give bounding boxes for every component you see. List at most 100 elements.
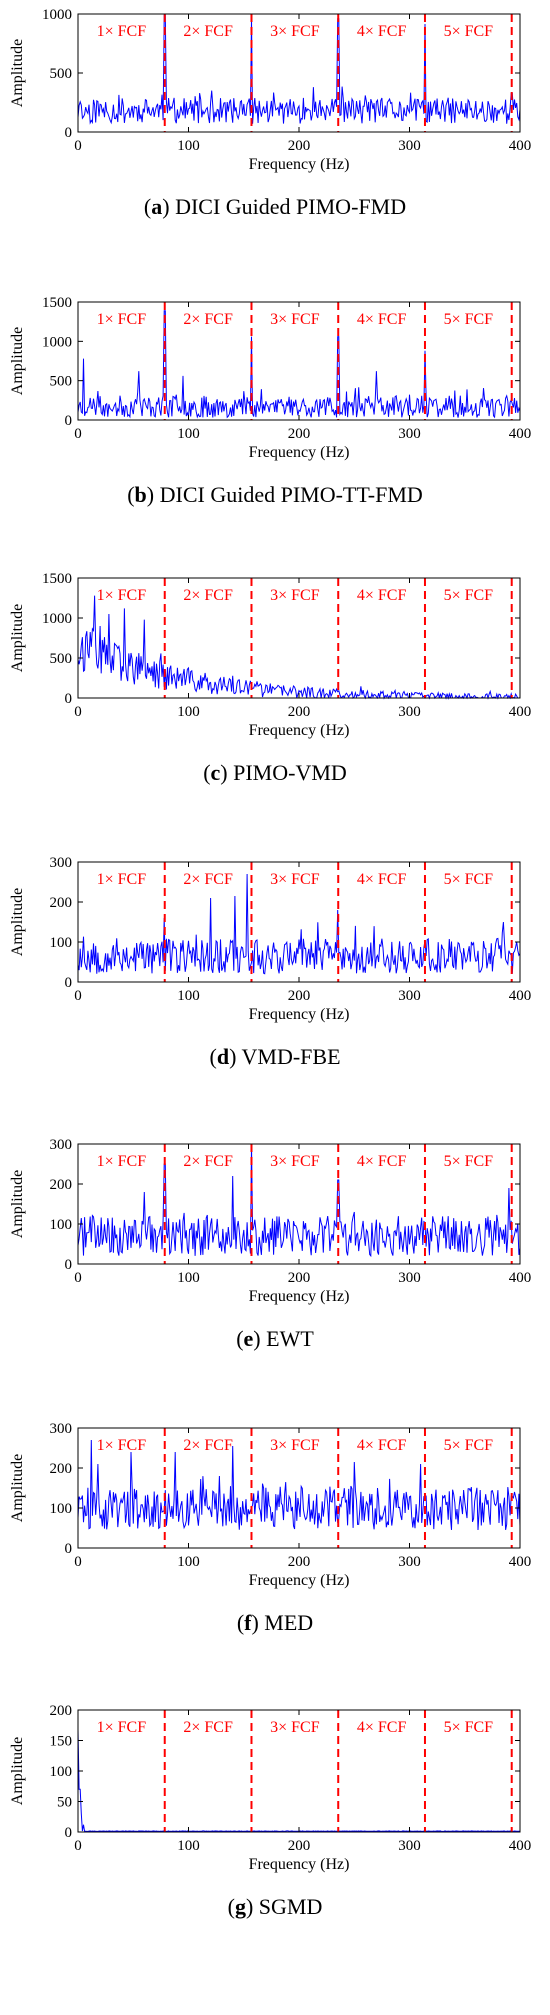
panel-e: 1× FCF 2× FCF 3× FCF 4× FCF 5× FCF 0 100 200 300…: [9, 1137, 531, 1351]
y-tick-label: 300: [50, 1421, 73, 1437]
panel-caption: (g) SGMD: [228, 1894, 323, 1919]
x-tick-label: 200: [288, 1838, 311, 1854]
caption-paren-open: (: [203, 760, 210, 785]
x-tick-label: 100: [177, 138, 200, 154]
x-tick-label: 100: [177, 988, 200, 1004]
caption-paren-close: ): [246, 1894, 259, 1919]
caption-title: VMD-FBE: [242, 1044, 341, 1069]
x-tick-label: 300: [398, 1270, 421, 1286]
caption-paren-close: ): [251, 1610, 264, 1635]
x-axis-label: Frequency (Hz): [249, 156, 350, 173]
caption-title: DICI Guided PIMO-TT-FMD: [160, 482, 423, 507]
x-tick-label: 300: [398, 704, 421, 720]
y-tick-label: 300: [50, 1137, 73, 1153]
caption-paren-close: ): [229, 1044, 241, 1069]
y-tick-label: 500: [50, 651, 73, 667]
harmonic-label-5: 5× FCF: [444, 1719, 494, 1736]
y-tick-label: 1000: [42, 611, 72, 627]
y-tick-label: 1500: [42, 295, 72, 311]
harmonic-label-3: 3× FCF: [270, 1719, 320, 1736]
y-tick-label: 0: [65, 691, 73, 707]
harmonic-label-5: 5× FCF: [444, 1153, 494, 1170]
y-tick-label: 100: [50, 1217, 73, 1233]
y-axis-label: Amplitude: [9, 1737, 26, 1805]
y-tick-label: 200: [50, 895, 73, 911]
x-tick-label: 200: [288, 988, 311, 1004]
x-tick-label: 200: [288, 1270, 311, 1286]
y-tick-label: 200: [50, 1461, 73, 1477]
caption-letter: d: [217, 1044, 229, 1069]
harmonic-label-3: 3× FCF: [270, 871, 320, 888]
x-tick-label: 400: [509, 138, 532, 154]
caption-paren-open: (: [144, 194, 151, 219]
x-tick-label: 100: [177, 704, 200, 720]
harmonic-label-1: 1× FCF: [97, 1153, 147, 1170]
y-axis-label: Amplitude: [9, 1170, 26, 1238]
x-tick-label: 300: [398, 426, 421, 442]
x-tick-label: 400: [509, 426, 532, 442]
x-tick-label: 100: [177, 426, 200, 442]
x-tick-label: 200: [288, 1554, 311, 1570]
x-tick-label: 300: [398, 988, 421, 1004]
panel-caption: (a) DICI Guided PIMO-FMD: [144, 194, 406, 219]
x-tick-label: 0: [74, 704, 82, 720]
harmonic-label-4: 4× FCF: [357, 1153, 407, 1170]
panel-d: 1× FCF 2× FCF 3× FCF 4× FCF 5× FCF 0 100 200 300…: [9, 855, 531, 1069]
y-tick-label: 100: [50, 1764, 73, 1780]
y-axis-label: Amplitude: [9, 39, 26, 107]
x-tick-label: 200: [288, 138, 311, 154]
spectrum-line-b: [77, 310, 521, 419]
spectrum-line-e: [77, 1143, 521, 1258]
x-tick-label: 400: [509, 704, 532, 720]
caption-letter: a: [151, 194, 162, 219]
caption-letter: b: [135, 482, 147, 507]
harmonic-label-2: 2× FCF: [183, 311, 233, 328]
harmonic-label-4: 4× FCF: [357, 311, 407, 328]
y-tick-label: 1500: [42, 571, 72, 587]
harmonic-label-4: 4× FCF: [357, 23, 407, 40]
x-tick-label: 100: [177, 1838, 200, 1854]
harmonic-label-4: 4× FCF: [357, 587, 407, 604]
harmonic-label-1: 1× FCF: [97, 871, 147, 888]
harmonic-label-3: 3× FCF: [270, 587, 320, 604]
spectrum-line-c: [77, 595, 521, 700]
x-tick-label: 200: [288, 426, 311, 442]
y-tick-label: 1000: [42, 7, 72, 23]
harmonic-label-5: 5× FCF: [444, 311, 494, 328]
x-tick-label: 100: [177, 1270, 200, 1286]
panel-caption: (d) VMD-FBE: [209, 1044, 340, 1069]
spectrum-line-a: [77, 14, 521, 125]
panel-caption: (e) EWT: [236, 1326, 314, 1351]
x-tick-label: 300: [398, 1554, 421, 1570]
panel-caption: (f) MED: [237, 1610, 313, 1635]
y-tick-label: 100: [50, 935, 73, 951]
harmonic-label-2: 2× FCF: [183, 23, 233, 40]
harmonic-label-2: 2× FCF: [183, 587, 233, 604]
y-tick-label: 300: [50, 855, 73, 871]
y-tick-label: 200: [50, 1703, 73, 1719]
caption-letter: g: [235, 1894, 246, 1919]
x-tick-label: 200: [288, 704, 311, 720]
x-tick-label: 400: [509, 1554, 532, 1570]
y-axis-label: Amplitude: [9, 1454, 26, 1522]
harmonic-label-3: 3× FCF: [270, 1437, 320, 1454]
harmonic-label-4: 4× FCF: [357, 871, 407, 888]
harmonic-label-4: 4× FCF: [357, 1719, 407, 1736]
panel-c: 1× FCF 2× FCF 3× FCF 4× FCF 5× FCF 0 100 200 300…: [9, 571, 531, 785]
harmonic-label-4: 4× FCF: [357, 1437, 407, 1454]
caption-paren-close: ): [220, 760, 233, 785]
caption-paren-close: ): [253, 1326, 266, 1351]
spectrum-line-f: [77, 1439, 521, 1531]
x-tick-label: 400: [509, 988, 532, 1004]
y-tick-label: 100: [50, 1501, 73, 1517]
spectrum-line-d: [77, 873, 521, 975]
x-axis-label: Frequency (Hz): [249, 1006, 350, 1023]
x-tick-label: 400: [509, 1270, 532, 1286]
y-axis-label: Amplitude: [9, 888, 26, 956]
y-tick-label: 200: [50, 1177, 73, 1193]
panel-b: 1× FCF 2× FCF 3× FCF 4× FCF 5× FCF 0 100 200 300…: [9, 295, 531, 507]
caption-title: DICI Guided PIMO-FMD: [175, 194, 406, 219]
spectrum-line-g: [77, 1729, 521, 1832]
caption-title: SGMD: [259, 1894, 323, 1919]
x-tick-label: 0: [74, 1838, 82, 1854]
